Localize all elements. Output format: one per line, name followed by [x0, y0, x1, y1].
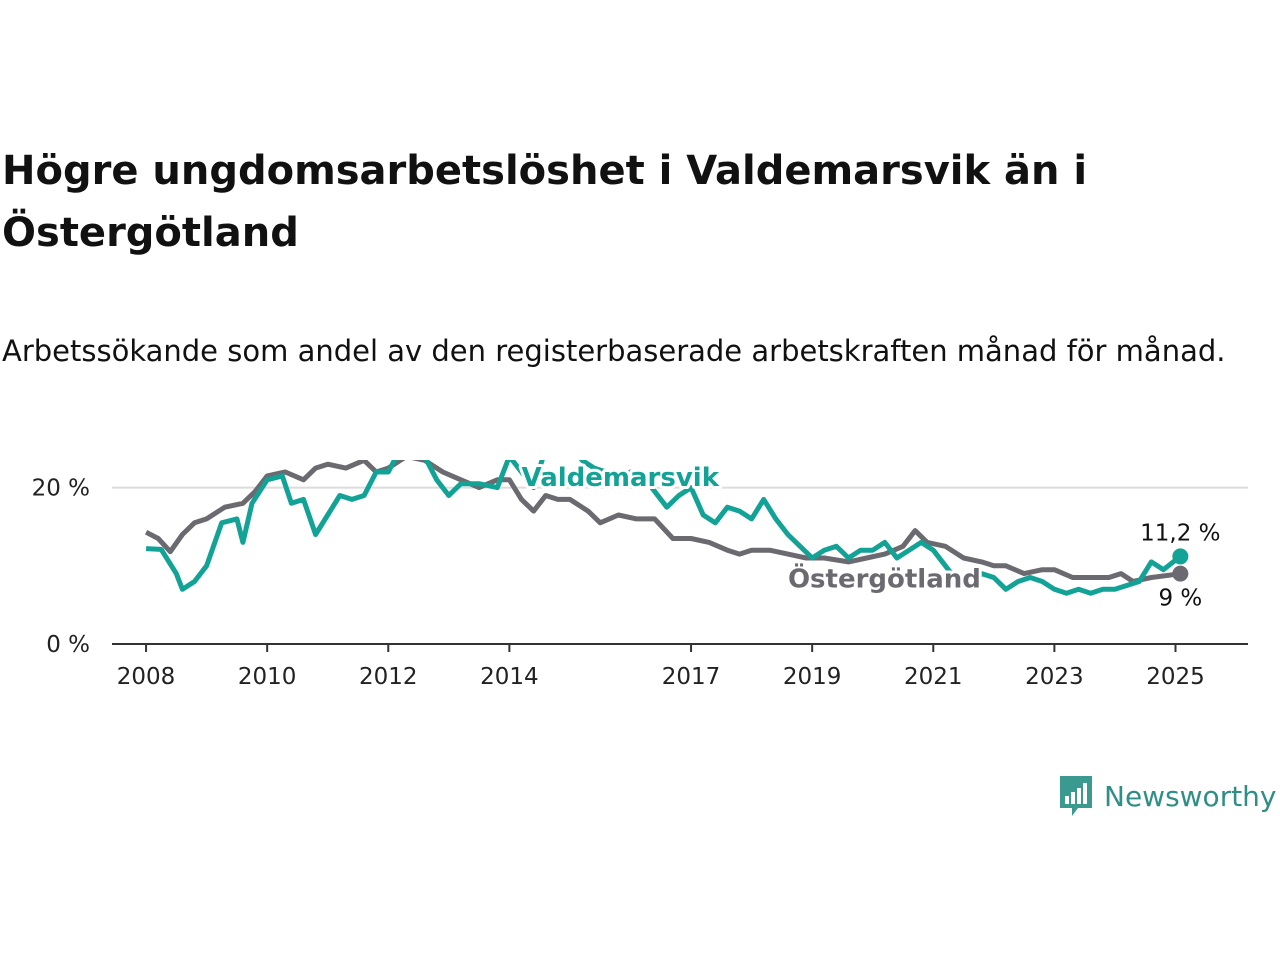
series-labels: 11,2 % 9 % Valdemarsvik Östergötland: [519, 460, 1221, 612]
series-lines: [144, 460, 1182, 596]
end-value-label: 11,2 %: [1140, 520, 1220, 546]
series-line-valdemarsvik: [145, 460, 1182, 596]
y-tick-label: 20 %: [32, 476, 90, 502]
x-tick-label: 2021: [904, 664, 963, 690]
x-tick-label: 2010: [238, 664, 297, 690]
x-tick-label: 2025: [1146, 664, 1205, 690]
newsworthy-logo-text: Newsworthy: [1104, 779, 1277, 813]
x-tick-label: 2014: [480, 664, 539, 690]
x-tick-label: 2008: [117, 664, 176, 690]
end-marker: [1172, 565, 1189, 582]
series-line-ostergotland: [144, 460, 1181, 584]
newsworthy-logo-icon: [1060, 776, 1092, 816]
line-chart: 0 % 20 % 2008 2010 2012 2014 2017 2019 2021 2023…: [32, 460, 1248, 690]
x-tick-label: 2019: [783, 664, 842, 690]
series-name-label: Valdemarsvik: [522, 463, 720, 493]
end-marker: [1172, 548, 1189, 565]
x-tick-label: 2017: [662, 664, 721, 690]
chart-title: Högre ungdomsarbetslöshet i Valdemarsvik…: [2, 148, 1088, 256]
x-tick-label: 2012: [359, 664, 418, 690]
y-axis-ticks: 0 % 20 %: [32, 476, 90, 658]
y-tick-label: 0 %: [46, 632, 90, 658]
x-axis-ticks: 2008 2010 2012 2014 2017 2019 2021 2023 2025: [117, 644, 1205, 690]
series-name-label: Östergötland: [788, 562, 981, 595]
chart-subtitle: Arbetssökande som andel av den registerb…: [2, 334, 1226, 368]
newsworthy-logo: Newsworthy: [1058, 774, 1277, 818]
end-value-label: 9 %: [1158, 586, 1202, 612]
x-tick-label: 2023: [1025, 664, 1084, 690]
